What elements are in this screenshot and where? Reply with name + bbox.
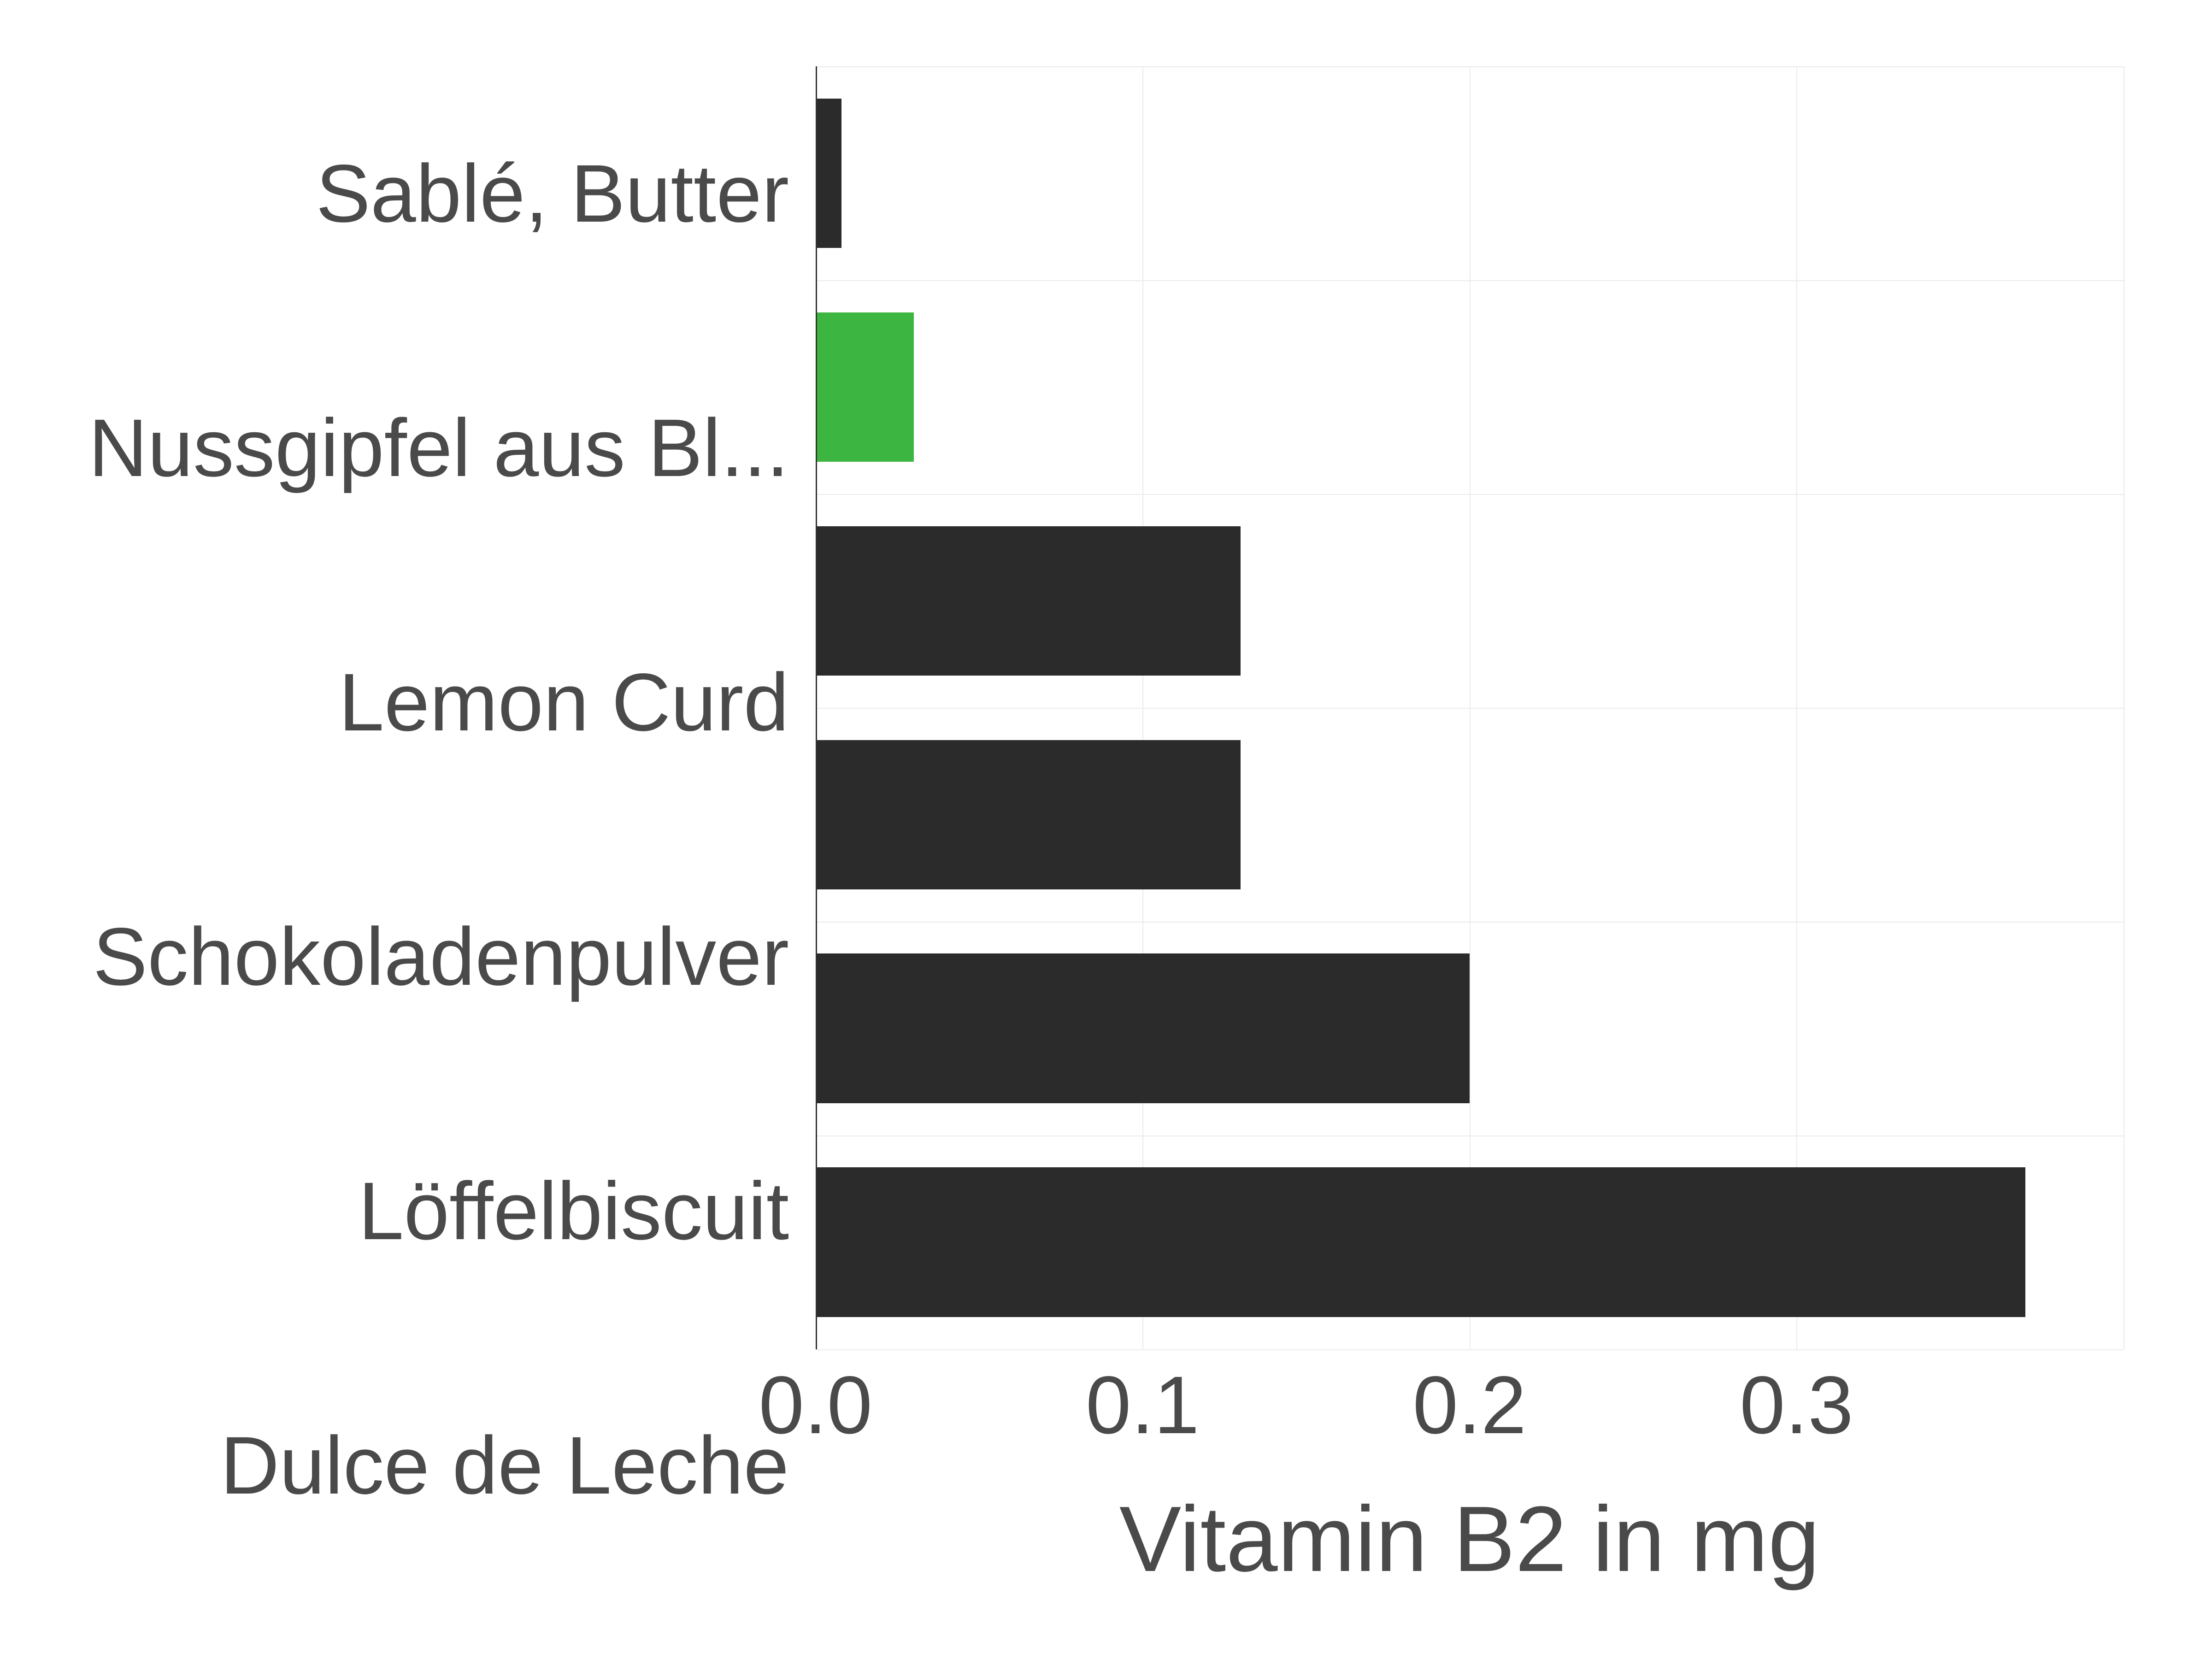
- y-axis-labels: Sablé, Butter Nussgipfel aus Bl... Lemon C…: [88, 66, 816, 1593]
- x-axis-ticks: 0.00.10.20.3: [816, 1349, 2124, 1482]
- bar-slot: [816, 494, 2124, 708]
- x-tick-label: 0.1: [1086, 1358, 1200, 1452]
- x-axis-label-row: Vitamin B2 in mg: [816, 1485, 2124, 1593]
- y-tick-label: Lemon Curd: [339, 659, 789, 745]
- bars: [816, 66, 2124, 1349]
- x-axis-label: Vitamin B2 in mg: [1119, 1485, 1820, 1593]
- y-tick-label: Löffelbiscuit: [359, 1168, 789, 1254]
- y-axis-line: [816, 66, 817, 1349]
- plot-area: [816, 66, 2124, 1349]
- bar: [816, 953, 1470, 1103]
- x-tick-label: 0.2: [1412, 1358, 1526, 1452]
- x-tick-label: 0.0: [759, 1358, 872, 1452]
- bar-slot: [816, 66, 2124, 280]
- x-tick-label: 0.3: [1740, 1358, 1853, 1452]
- chart-body: Sablé, Butter Nussgipfel aus Bl... Lemon C…: [88, 66, 2124, 1593]
- bar-slot: [816, 280, 2124, 494]
- bar: [816, 740, 1241, 890]
- bar-slot: [816, 922, 2124, 1135]
- bar: [816, 526, 1241, 676]
- y-tick-label: Sablé, Butter: [316, 151, 789, 236]
- bar-slot: [816, 708, 2124, 922]
- bar-slot: [816, 1135, 2124, 1349]
- plot-column: 0.00.10.20.3 Vitamin B2 in mg: [816, 66, 2124, 1593]
- y-tick-label: Nussgipfel aus Bl...: [88, 405, 789, 491]
- y-tick-label: Schokoladenpulver: [93, 914, 789, 1000]
- y-tick-label: Dulce de Leche: [220, 1423, 789, 1508]
- bar: [816, 312, 914, 462]
- bar: [816, 1167, 2025, 1317]
- bar: [816, 99, 842, 248]
- vitamin-b2-chart: Sablé, Butter Nussgipfel aus Bl... Lemon C…: [0, 0, 2212, 1659]
